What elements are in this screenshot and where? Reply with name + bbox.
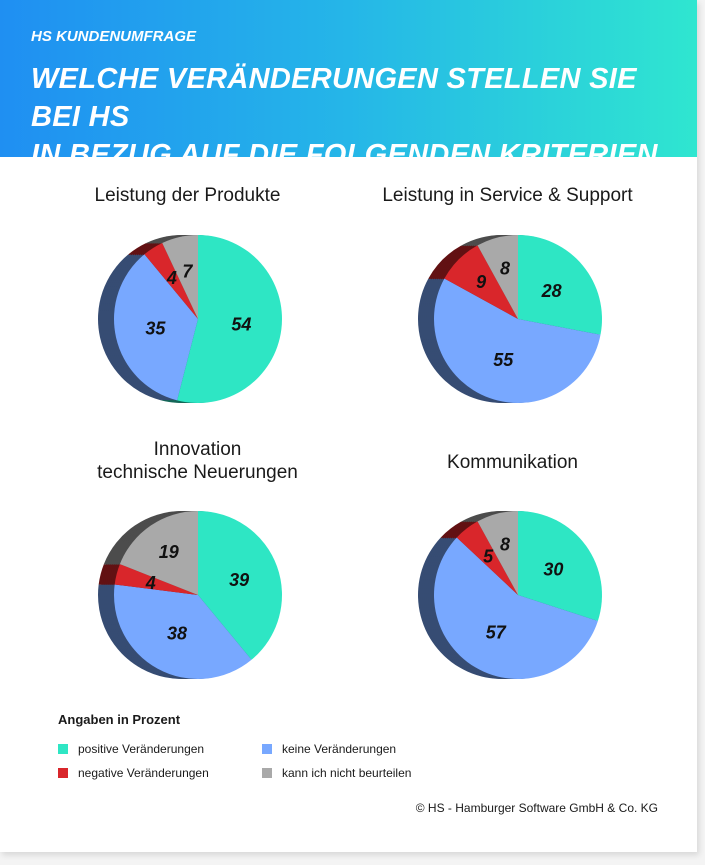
header-banner: HS KUNDENUMFRAGE WELCHE VERÄNDERUNGEN ST…	[0, 0, 697, 209]
pie-chart-service: 28 55 98	[418, 235, 602, 404]
data-label-keine: 38	[167, 623, 187, 643]
pie-slice-negative	[144, 242, 198, 319]
data-label-negative: 4	[145, 573, 156, 593]
pie-slice-negative	[444, 245, 518, 319]
chart-title-kommunikation: Kommunikation	[400, 451, 625, 474]
pie-slice-keine	[113, 254, 198, 401]
data-label-positive: 39	[229, 570, 249, 590]
page-title: WELCHE VERÄNDERUNGEN STELLEN SIE BEI HS …	[31, 60, 681, 212]
data-label-positive: 54	[231, 314, 251, 334]
legend-swatch	[262, 768, 272, 778]
data-label-kann-nicht: 19	[159, 542, 179, 562]
pie-slice-kann-nicht	[477, 235, 518, 319]
chart-title-line: Innovation	[153, 439, 242, 460]
chart-title-service: Leistung in Service & Support	[360, 184, 655, 207]
data-label-keine: 57	[486, 623, 507, 643]
data-label-positive: 28	[541, 281, 562, 301]
data-label-negative: 9	[476, 272, 486, 292]
legend-item-negative: negative Veränderungen	[58, 766, 209, 780]
pie-slice-positive	[518, 511, 602, 621]
legend-label: kann ich nicht beurteilen	[282, 766, 412, 780]
data-label-positive: 30	[543, 559, 563, 579]
pie-slice-kann-nicht	[477, 511, 518, 595]
legend-label: positive Veränderungen	[78, 742, 205, 756]
pie-slice-keine	[434, 537, 598, 679]
chart-title-innovation: Innovation technische Neuerungen	[60, 438, 335, 484]
chart-title-line: Leistung der Produkte	[94, 185, 281, 206]
legend-item-positive: positive Veränderungen	[58, 742, 204, 756]
legend-label: keine Veränderungen	[282, 742, 397, 756]
pie-chart-innovation: 39 38 419	[98, 511, 282, 679]
data-label-keine: 55	[493, 350, 514, 370]
data-label-kann-nicht: 7	[182, 261, 193, 281]
pie-chart-produkte: 54 35 4 7	[97, 235, 282, 403]
chart-title-line: Kommunikation	[447, 452, 578, 473]
survey-kicker: HS KUNDENUMFRAGE	[31, 28, 196, 45]
legend-swatch	[262, 744, 272, 754]
pie-slice-negative	[114, 564, 198, 595]
copyright-notice: © HS - Hamburger Software GmbH & Co. KG	[415, 801, 658, 815]
legend-swatch	[58, 768, 68, 778]
pie-slice-positive	[518, 235, 602, 335]
data-label-negative: 5	[483, 547, 494, 567]
pie-slice-positive	[177, 235, 282, 403]
legend-swatch	[58, 744, 68, 754]
data-label-negative: 4	[166, 268, 177, 288]
title-line-1: WELCHE VERÄNDERUNGEN STELLEN SIE BEI HS	[31, 63, 637, 133]
legend-item-keine: keine Veränderungen	[262, 742, 396, 756]
pie-slice-negative	[456, 521, 518, 595]
chart-title-produkte: Leistung der Produkte	[60, 184, 315, 207]
chart-title-line: technische Neuerungen	[97, 462, 298, 483]
pie-slice-keine	[114, 584, 252, 679]
pie-chart-kommunikation: 30 57 58	[418, 511, 602, 679]
infographic-card: HS KUNDENUMFRAGE WELCHE VERÄNDERUNGEN ST…	[0, 0, 697, 852]
legend-label: negative Veränderungen	[78, 766, 209, 780]
legend-item-kann-nicht: kann ich nicht beurteilen	[262, 766, 411, 780]
title-line-2: IN BEZUG AUF DIE FOLGENDEN KRITERIEN FES…	[31, 139, 658, 209]
data-label-kann-nicht: 8	[500, 259, 510, 279]
pie-slice-keine	[434, 278, 601, 404]
legend-title: Angaben in Prozent	[58, 712, 181, 727]
chart-title-line: Leistung in Service & Support	[382, 185, 633, 206]
data-label-kann-nicht: 8	[500, 535, 510, 555]
data-label-keine: 35	[145, 319, 166, 339]
pie-slice-kann-nicht	[119, 511, 198, 595]
pie-slice-positive	[198, 511, 282, 660]
pie-slice-kann-nicht	[162, 235, 198, 319]
